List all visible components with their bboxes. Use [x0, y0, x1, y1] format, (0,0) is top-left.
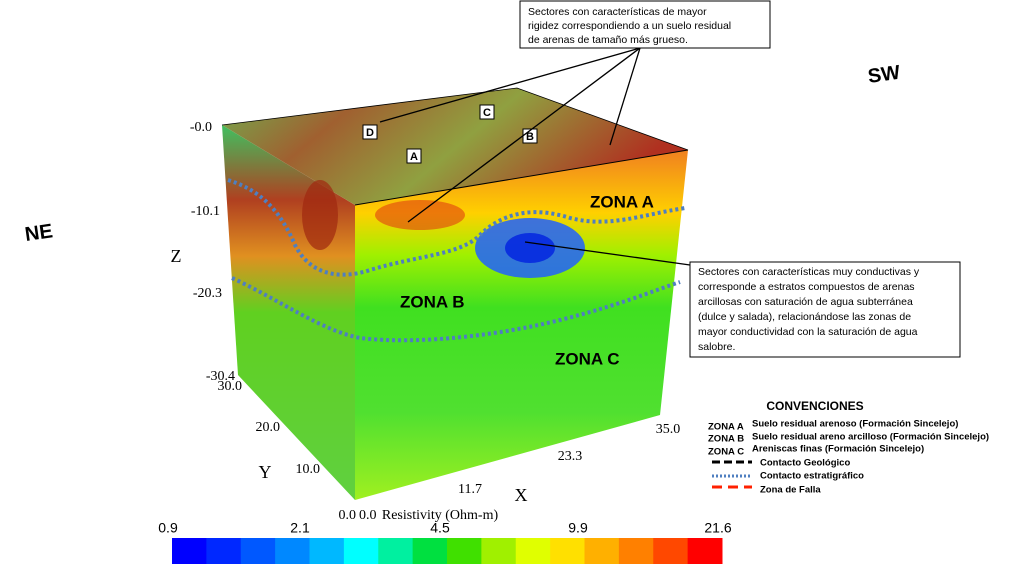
callout-text: arcillosas con saturación de agua subter…	[698, 296, 913, 308]
direction-label: NE	[24, 220, 55, 246]
colorbar-cell	[343, 538, 379, 564]
colorbar-cell	[618, 538, 654, 564]
x-tick-label: 11.7	[458, 482, 482, 497]
colorbar-cell	[240, 538, 276, 564]
callout-text: Sectores con características de mayor	[528, 6, 707, 18]
legend-label: Contacto estratigráfico	[760, 471, 864, 482]
y-tick-label: 20.0	[256, 420, 281, 435]
edge	[221, 87, 689, 151]
x-axis-label: X	[515, 485, 528, 505]
callout-box	[689, 261, 961, 358]
colorbar-tick-label: 9.9	[568, 520, 588, 536]
direction-label: SW	[867, 62, 902, 88]
legend-desc: Suelo residual areno arcilloso (Formació…	[752, 432, 989, 443]
colorbar-cell	[378, 538, 414, 564]
legend-title: CONVENCIONES	[766, 399, 863, 413]
colorbar-cell	[447, 538, 482, 564]
colorbar-tick-label: 2.1	[290, 520, 310, 536]
y-tick-label: 0.0	[339, 508, 357, 523]
zone-label: ZONA C	[555, 349, 620, 368]
callout-text: salobre.	[698, 341, 735, 353]
colorbar-cell	[584, 538, 620, 564]
callout-text: corresponde a estratos compuestos de are…	[698, 281, 915, 293]
legend-desc: Suelo residual arenoso (Formación Sincel…	[752, 419, 958, 430]
legend-code: ZONA A	[708, 422, 744, 433]
marker: D	[366, 127, 374, 139]
colorbar-cell	[275, 538, 310, 564]
zone-label: ZONA B	[400, 292, 465, 311]
colorbar-cell	[481, 538, 517, 564]
edge	[354, 149, 689, 206]
resistive-zone	[375, 200, 465, 230]
colorbar-cell	[687, 538, 723, 564]
z-tick-label: -20.3	[193, 286, 222, 301]
arrows	[379, 47, 691, 266]
x-tick-label: 23.3	[558, 449, 583, 464]
z-tick-label: -0.0	[190, 120, 212, 135]
z-axis-label: Z	[171, 246, 182, 266]
y-tick-label: 30.0	[218, 379, 243, 394]
marker: B	[526, 131, 534, 143]
callout-text: (dulce y salada), relacionándose las zon…	[698, 311, 911, 323]
colorbar-cell	[412, 538, 448, 564]
callout-text: mayor conductividad con la saturación de…	[698, 326, 918, 338]
marker: C	[483, 107, 491, 119]
legend-code: ZONA B	[708, 434, 744, 445]
colorbar-cell	[653, 538, 689, 564]
colorbar-tick-label: 0.9	[158, 520, 178, 536]
legend-code: ZONA C	[708, 447, 744, 458]
y-axis-label: Y	[259, 462, 272, 482]
x-tick-label: 35.0	[656, 422, 681, 437]
stratigraphic-contact	[231, 276, 681, 343]
callout-text: Sectores con características muy conduct…	[698, 266, 920, 278]
callout-text: de arenas de tamaño más grueso.	[528, 34, 688, 46]
stratigraphic-contact	[227, 178, 686, 277]
conductive-core	[505, 233, 555, 263]
front-face	[355, 150, 688, 500]
callout-box	[519, 0, 771, 49]
z-tick-label: -10.1	[191, 204, 220, 219]
legend-desc: Areniscas finas (Formación Sincelejo)	[752, 444, 924, 455]
colorbar-cell	[206, 538, 242, 564]
colorbar-tick-label: 4.5	[430, 520, 450, 536]
colorbar-title: Resistivity (Ohm-m)	[382, 508, 499, 523]
colorbar-cell	[515, 538, 551, 564]
marker: A	[410, 151, 418, 163]
legend-label: Zona de Falla	[760, 485, 821, 496]
x-tick-label: 0.0	[359, 508, 377, 523]
colorbar-cell	[309, 538, 345, 564]
y-tick-label: 10.0	[296, 462, 321, 477]
colorbar	[172, 538, 723, 564]
colorbar-cell	[550, 538, 585, 564]
top-face	[222, 88, 688, 205]
colorbar-cell	[172, 538, 207, 564]
zone-label: ZONA A	[590, 192, 654, 211]
resistive-zone	[302, 180, 338, 250]
z-tick-label: -30.4	[206, 369, 235, 384]
colorbar-tick-label: 21.6	[704, 520, 731, 536]
callout-text: rigidez correspondiendo a un suelo resid…	[528, 20, 731, 32]
legend-label: Contacto Geológico	[760, 458, 850, 469]
